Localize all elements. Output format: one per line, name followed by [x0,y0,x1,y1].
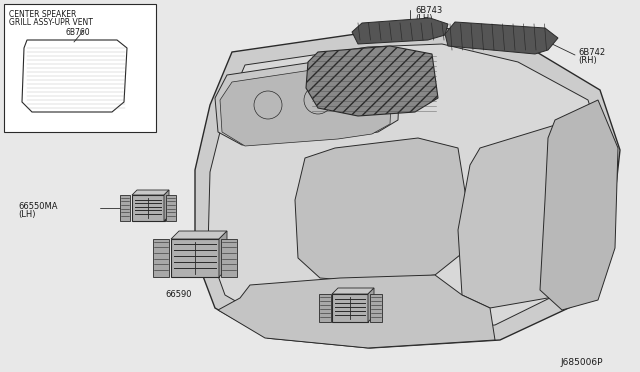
Text: (LH): (LH) [415,14,433,23]
Text: 6B743: 6B743 [415,6,442,15]
Polygon shape [215,58,400,145]
Polygon shape [458,122,608,308]
Bar [4,4,156,132]
Text: GRILL ASSY-UPR VENT: GRILL ASSY-UPR VENT [9,18,93,27]
Polygon shape [166,195,176,221]
Text: (RH): (RH) [578,56,596,65]
Text: 66550M: 66550M [370,312,404,321]
Bar [171,239,219,277]
Polygon shape [540,100,618,310]
Polygon shape [153,239,169,277]
Polygon shape [218,275,495,348]
Polygon shape [132,190,169,195]
Text: 6B760: 6B760 [253,81,280,90]
Text: SEC.680: SEC.680 [572,264,607,273]
Text: (RH): (RH) [370,320,388,329]
Text: 66590: 66590 [165,290,191,299]
Text: 6B742: 6B742 [578,48,605,57]
Text: CENTER SPEAKER: CENTER SPEAKER [9,10,76,19]
Bar [332,294,368,322]
Polygon shape [332,288,374,294]
Polygon shape [221,239,237,277]
Polygon shape [195,28,620,348]
Polygon shape [352,18,448,44]
Polygon shape [22,40,127,112]
Bar [132,195,165,221]
Polygon shape [445,22,558,54]
Polygon shape [368,288,374,322]
Polygon shape [219,231,227,277]
Polygon shape [208,44,605,332]
Polygon shape [220,66,392,146]
Polygon shape [295,138,468,282]
Polygon shape [306,46,438,116]
Polygon shape [369,294,381,322]
Polygon shape [164,190,169,221]
Text: 66550MA: 66550MA [18,202,58,211]
Text: (LH): (LH) [18,210,35,219]
Polygon shape [120,195,130,221]
Text: J685006P: J685006P [560,358,602,367]
Text: 6B760: 6B760 [66,28,91,37]
Polygon shape [319,294,330,322]
Polygon shape [171,231,227,239]
